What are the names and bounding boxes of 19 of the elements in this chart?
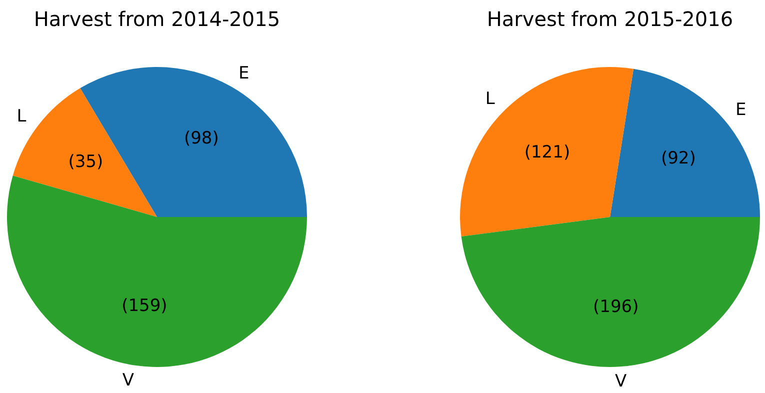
slice-label: L (485, 88, 496, 109)
slice-label: V (122, 370, 134, 390)
slice-label: E (735, 100, 746, 120)
data-label: (121) (524, 142, 570, 163)
pie-slice (610, 68, 760, 217)
data-label: (98) (184, 128, 219, 149)
chart-title: Harvest from 2014-2015 (34, 7, 280, 31)
chart-title: Harvest from 2015-2016 (486, 7, 734, 31)
pie-slice (460, 67, 634, 237)
slice-label: L (16, 106, 27, 126)
data-label: (92) (660, 148, 696, 169)
data-label: (35) (68, 152, 104, 172)
pie-slice (7, 176, 307, 367)
slice-label: V (614, 372, 627, 392)
pie-slice (461, 217, 760, 367)
data-label: (159) (122, 296, 168, 316)
slice-label: E (238, 64, 250, 84)
data-label: (196) (593, 296, 639, 317)
pie-slice (12, 88, 157, 217)
